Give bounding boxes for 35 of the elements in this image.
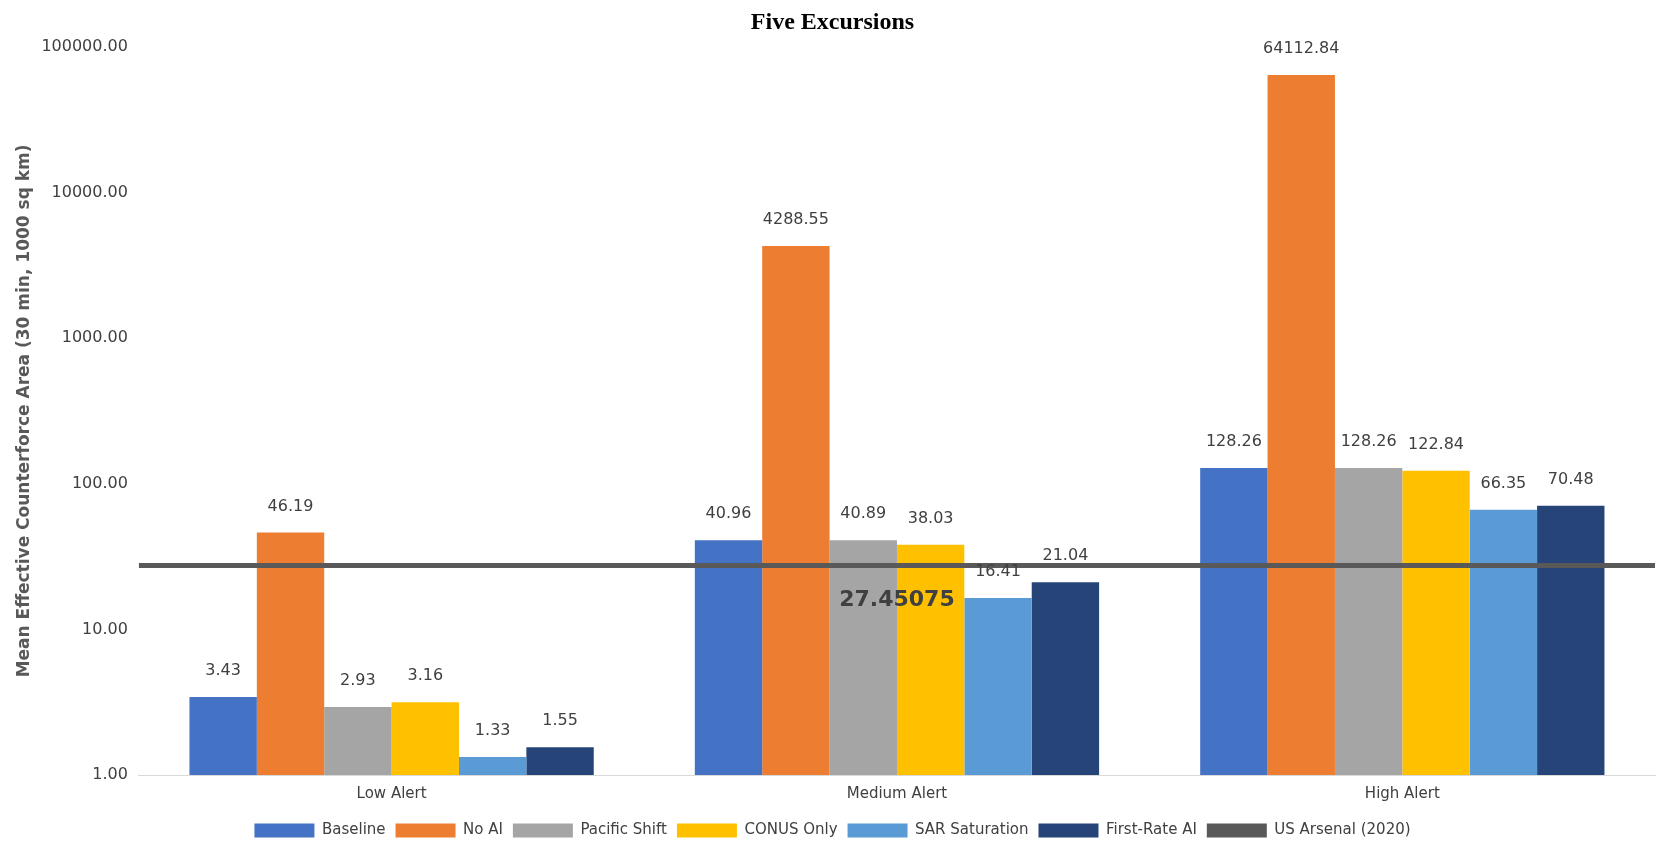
legend-label: Pacific Shift (580, 820, 668, 839)
y-tick-label: 100000.00 (41, 35, 128, 55)
data-label: 38.03 (907, 508, 954, 528)
data-label: 2.93 (340, 670, 376, 690)
legend-label: No AI (463, 820, 503, 839)
x-tick-label: Medium Alert (846, 783, 948, 802)
legend-label: US Arsenal (2020) (1274, 820, 1411, 839)
data-label: 1.55 (542, 710, 578, 730)
data-label: 40.89 (840, 503, 887, 523)
data-label: 128.26 (1205, 431, 1262, 451)
data-label: 46.19 (267, 495, 314, 515)
data-label: 64112.84 (1263, 38, 1340, 58)
legend-label: First-Rate AI (1105, 820, 1197, 839)
data-label: 70.48 (1547, 469, 1594, 488)
data-label: 4288.55 (762, 209, 829, 229)
data-label: 3.43 (205, 660, 241, 680)
y-tick-label: 1000.00 (61, 327, 128, 347)
y-tick-label: 1.00 (92, 764, 128, 784)
data-label: 66.35 (1480, 472, 1527, 492)
y-axis-title: Mean Effective Counterforce Area (30 min, 1000 sq km) (12, 144, 33, 678)
data-label: 128.26 (1340, 431, 1397, 451)
x-tick-label: High Alert (1364, 783, 1440, 802)
data-label: 40.96 (705, 503, 752, 523)
x-tick-label: Low Alert (356, 783, 427, 802)
data-label: 21.04 (1042, 545, 1089, 565)
y-tick-label: 10.00 (82, 618, 128, 638)
legend-label: CONUS Only (744, 820, 838, 839)
y-tick-label: 100.00 (71, 472, 128, 492)
legend-label: SAR Saturation (915, 820, 1029, 839)
chart-title: Five Excursions (750, 7, 915, 34)
data-label: 3.16 (407, 665, 444, 685)
data-label: 122.84 (1408, 433, 1464, 453)
data-label: 1.33 (474, 720, 511, 740)
legend-label: Baseline (321, 820, 386, 839)
y-tick-label: 10000.00 (51, 181, 128, 201)
